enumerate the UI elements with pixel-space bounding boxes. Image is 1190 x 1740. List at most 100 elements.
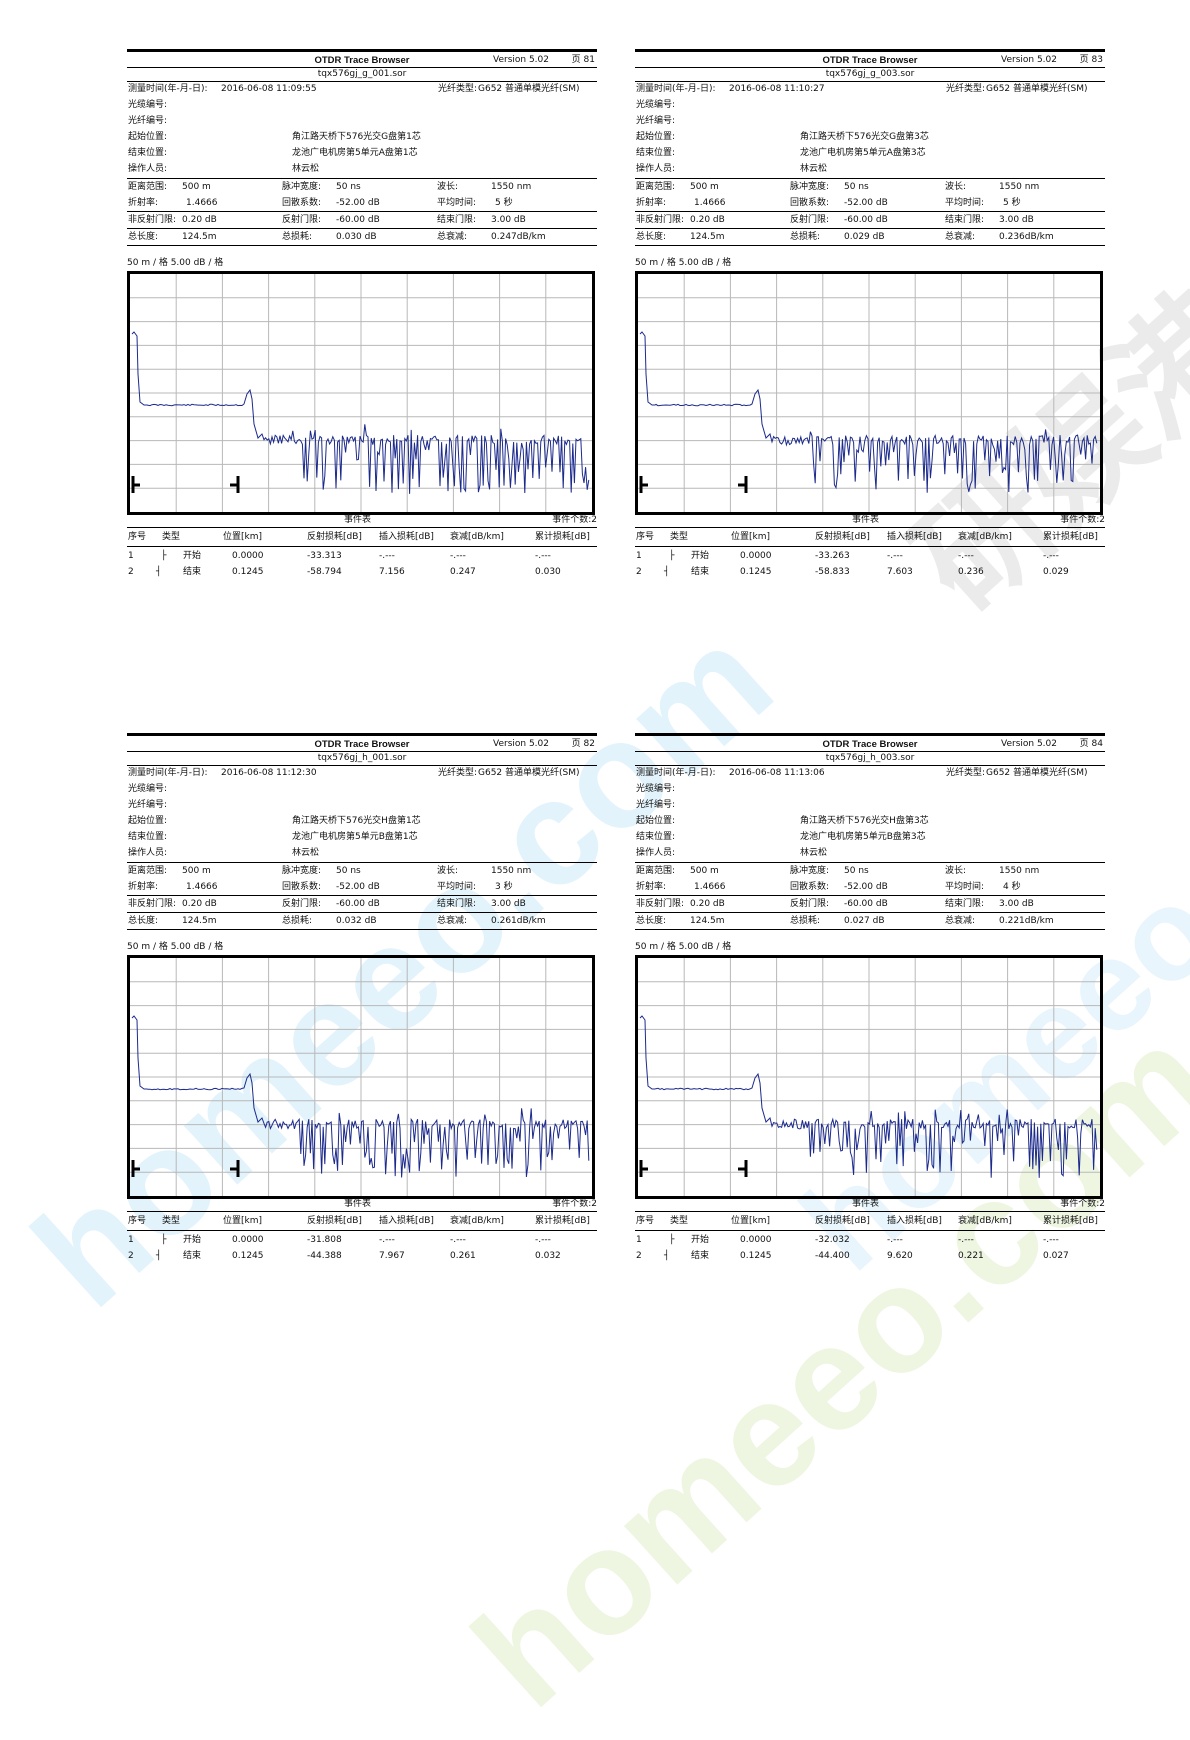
event-att: -.--- (958, 551, 974, 561)
pulse-label: 脉冲宽度: (282, 182, 322, 192)
otdr-report: OTDR Trace Browser Version 5.02 页 81 tqx… (127, 49, 597, 579)
event-row: 1 ├ 开始 0.0000 -31.808 -.--- -.--- -.--- (127, 1231, 597, 1247)
chart-scale: 50 m / 格 5.00 dB / 格 (635, 942, 732, 952)
end-loc-value: 龙池广电机房第5单元B盘第1芯 (292, 832, 418, 842)
event-att: 0.247 (450, 567, 476, 577)
col-type: 类型 (670, 532, 689, 542)
event-refl: -58.794 (307, 567, 342, 577)
end-thresh-label: 结束门限: (437, 215, 477, 225)
start-loc-label: 起始位置: (636, 132, 676, 142)
col-att: 衰减[dB/km] (958, 1216, 1012, 1226)
pulse-value: 50 ns (336, 182, 361, 192)
nonrefl-value: 0.20 dB (182, 899, 217, 909)
event-table-header: 序号 类型 位置[km] 反射损耗[dB] 插入损耗[dB] 衰减[dB/km]… (127, 1212, 597, 1231)
operator-label: 操作人员: (636, 848, 676, 858)
version-label: Version 5.02 (1001, 55, 1057, 65)
wavelength-label: 波长: (945, 866, 967, 876)
total-atten-label: 总衰减: (437, 232, 468, 242)
event-att: -.--- (450, 1235, 466, 1245)
operator-value: 林云松 (800, 164, 828, 174)
backscatter-label: 回散系数: (282, 198, 322, 208)
start-marker-icon (131, 476, 140, 493)
end-marker-icon (230, 1160, 240, 1177)
event-table-header: 序号 类型 位置[km] 反射损耗[dB] 插入损耗[dB] 衰减[dB/km]… (635, 528, 1105, 547)
fiber-no-label: 光纤编号: (128, 800, 168, 810)
col-att: 衰减[dB/km] (958, 532, 1012, 542)
fiber-no-row: 光纤编号: (635, 798, 1105, 814)
nonrefl-label: 非反射门限: (636, 215, 685, 225)
col-cum: 累计损耗[dB] (1043, 532, 1098, 542)
param-row: 距离范围: 500 m 脉冲宽度: 50 ns 波长: 1550 nm (635, 179, 1105, 195)
param-row: 距离范围: 500 m 脉冲宽度: 50 ns 波长: 1550 nm (127, 863, 597, 879)
event-row: 1 ├ 开始 0.0000 -33.313 -.--- -.--- -.--- (127, 547, 597, 563)
pulse-value: 50 ns (844, 866, 869, 876)
ior-label: 折射率: (128, 882, 159, 892)
end-loc-value: 龙池广电机房第5单元A盘第1芯 (292, 148, 418, 158)
range-value: 500 m (690, 182, 719, 192)
start-loc-value: 角江路天桥下576光交H盘第1芯 (292, 816, 421, 826)
event-no: 1 (128, 551, 134, 561)
trace-filename: tqx576gj_g_003.sor (825, 69, 915, 79)
measure-time-label: 测量时间(年-月-日): (636, 768, 716, 778)
totals-row: 总长度: 124.5m 总损耗: 0.027 dB 总衰减: 0.221dB/k… (635, 913, 1105, 929)
otdr-trace-chart (127, 955, 595, 1199)
end-loc-row: 结束位置: 龙池广电机房第5单元B盘第3芯 (635, 830, 1105, 846)
page-number: 页 83 (1079, 55, 1103, 65)
fiber-type-label: 光纤类型: (946, 768, 986, 778)
start-loc-row: 起始位置: 角江路天桥下576光交G盘第1芯 (127, 130, 597, 146)
measure-time-row: 测量时间(年-月-日): 2016-06-08 11:10:27 光纤类型: G… (635, 82, 1105, 98)
event-no: 2 (636, 567, 642, 577)
col-att: 衰减[dB/km] (450, 532, 504, 542)
cable-no-label: 光缆编号: (128, 784, 168, 794)
refl-label: 反射门限: (790, 899, 830, 909)
operator-row: 操作人员: 林云松 (635, 162, 1105, 178)
event-pos: 0.1245 (740, 567, 772, 577)
total-atten-value: 0.247dB/km (491, 232, 546, 242)
page-number: 页 81 (571, 55, 595, 65)
end-thresh-label: 结束门限: (945, 215, 985, 225)
total-atten-label: 总衰减: (945, 232, 976, 242)
cable-no-row: 光缆编号: (127, 98, 597, 114)
col-type: 类型 (162, 1216, 181, 1226)
trace-filename: tqx576gj_g_001.sor (317, 69, 407, 79)
start-marker-icon: ├ (669, 1235, 675, 1245)
event-pos: 0.1245 (232, 1251, 264, 1261)
avg-time-label: 平均时间: (945, 198, 985, 208)
refl-value: -60.00 dB (844, 899, 888, 909)
report-title: OTDR Trace Browser (822, 739, 918, 750)
event-type: 结束 (691, 567, 710, 577)
event-pos: 0.0000 (740, 1235, 772, 1245)
event-cum: -.--- (535, 551, 551, 561)
end-marker-icon: ┤ (156, 1251, 162, 1261)
param-row: 折射率: 1.4666 回散系数: -52.00 dB 平均时间: 5 秒 (635, 195, 1105, 211)
measure-time-value: 2016-06-08 11:10:27 (729, 84, 825, 94)
event-refl: -33.313 (307, 551, 342, 561)
pulse-label: 脉冲宽度: (790, 866, 830, 876)
trace-svg (638, 274, 1100, 512)
otdr-report: OTDR Trace Browser Version 5.02 页 84 tqx… (635, 733, 1105, 1263)
wavelength-label: 波长: (945, 182, 967, 192)
avg-time-label: 平均时间: (945, 882, 985, 892)
col-cum: 累计损耗[dB] (535, 532, 590, 542)
end-marker-icon: ┤ (664, 1251, 670, 1261)
event-count: 事件个数:2 (552, 1199, 597, 1209)
pulse-value: 50 ns (336, 866, 361, 876)
total-loss-value: 0.027 dB (844, 916, 885, 926)
event-type: 结束 (183, 1251, 202, 1261)
col-no: 序号 (636, 532, 655, 542)
range-value: 500 m (182, 182, 211, 192)
fiber-type-value: G652 普通单模光纤(SM) (478, 768, 580, 778)
start-loc-row: 起始位置: 角江路天桥下576光交H盘第1芯 (127, 814, 597, 830)
range-label: 距离范围: (636, 182, 676, 192)
event-pos: 0.0000 (232, 551, 264, 561)
event-refl: -32.032 (815, 1235, 850, 1245)
col-pos: 位置[km] (731, 1216, 771, 1226)
event-cum: 0.029 (1043, 567, 1069, 577)
event-count: 事件个数:2 (1060, 1199, 1105, 1209)
start-marker-icon (639, 476, 648, 493)
refl-value: -60.00 dB (844, 215, 888, 225)
event-count: 事件个数:2 (1060, 515, 1105, 525)
threshold-row: 非反射门限: 0.20 dB 反射门限: -60.00 dB 结束门限: 3.0… (127, 212, 597, 228)
pulse-label: 脉冲宽度: (790, 182, 830, 192)
trace-svg (130, 274, 592, 512)
